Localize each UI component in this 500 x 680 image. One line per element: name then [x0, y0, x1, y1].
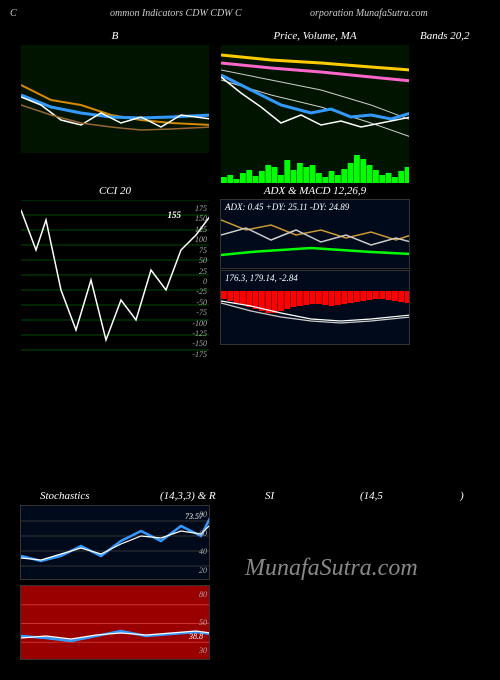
macd-chart: 176.3, 179.14, -2.84 [220, 270, 410, 345]
bbands-title: B [20, 30, 210, 42]
watermark: MunafaSutra.com [245, 555, 418, 582]
cci-title: CCI 20 [20, 185, 210, 197]
stoch-title-mid: (14,3,3) & R [160, 490, 216, 502]
header-right: orporation MunafaSutra.com [310, 8, 428, 19]
cci-point-label: 155 [168, 210, 182, 220]
price-title: Price, Volume, MA [220, 30, 410, 42]
bbands-svg [21, 45, 210, 154]
cci-ylabels: 1751501251007550250-25-50-75-100-125-150… [192, 200, 207, 363]
rsi-chart: 38.8 805030 [20, 585, 210, 660]
rsi-svg [21, 586, 210, 660]
stoch-svg [21, 506, 210, 580]
rsi-area: 38.8 805030 [20, 585, 210, 660]
adx-chart: ADX: 0.45 +DY: 25.11 -DY: 24.89 [220, 199, 410, 269]
cci-area: CCI 20 155 1751501251007550250-25-50-75-… [20, 185, 210, 364]
stoch-title-mid2: SI [265, 490, 274, 502]
cci-svg [21, 200, 210, 364]
stoch-title-right: (14,5 [360, 490, 383, 502]
bbands-area: B [20, 30, 210, 154]
stoch-area: 73.57 80604020 [20, 505, 210, 580]
stoch-title-end: ) [460, 490, 464, 502]
header-center: ommon Indicators CDW CDW C [110, 8, 242, 19]
adx-inner-label: ADX: 0.45 +DY: 25.11 -DY: 24.89 [225, 202, 349, 212]
price-area: Price, Volume, MA [220, 30, 410, 184]
header-left: C [10, 8, 17, 19]
macd-area: 176.3, 179.14, -2.84 [220, 270, 410, 345]
cci-chart: 155 1751501251007550250-25-50-75-100-125… [20, 199, 210, 364]
adx-title: ADX & MACD 12,26,9 [220, 185, 410, 197]
rsi-ylabels: 805030 [199, 586, 207, 659]
bands-label-right: Bands 20,2 [420, 30, 470, 42]
price-chart [220, 44, 410, 184]
stoch-ylabels: 80604020 [199, 506, 207, 579]
stoch-chart: 73.57 80604020 [20, 505, 210, 580]
stoch-title: Stochastics [40, 490, 90, 502]
adx-area: ADX & MACD 12,26,9 ADX: 0.45 +DY: 25.11 … [220, 185, 410, 269]
macd-inner-label: 176.3, 179.14, -2.84 [225, 273, 298, 283]
bbands-chart [20, 44, 210, 154]
price-svg [221, 45, 410, 184]
